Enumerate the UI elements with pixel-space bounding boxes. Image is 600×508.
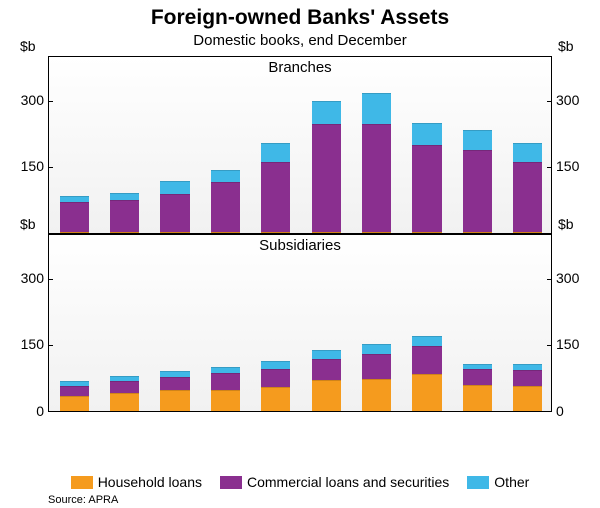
legend-item-other: Other bbox=[467, 472, 529, 492]
bar-commercial bbox=[60, 386, 89, 396]
bar-other bbox=[312, 101, 341, 123]
bar-household bbox=[160, 390, 189, 411]
bar-household bbox=[312, 232, 341, 233]
ytick-label: 150 bbox=[21, 336, 44, 352]
bar-household bbox=[160, 232, 189, 233]
bar-household bbox=[60, 232, 89, 233]
bar-household bbox=[362, 379, 391, 411]
bar-other bbox=[513, 364, 542, 370]
bar-commercial bbox=[211, 182, 240, 232]
bar-commercial bbox=[312, 124, 341, 232]
legend-item-household: Household loans bbox=[71, 472, 202, 492]
bar-household bbox=[513, 232, 542, 233]
bar-commercial bbox=[160, 194, 189, 232]
bar-commercial bbox=[513, 162, 542, 232]
ytick-label: 0 bbox=[36, 403, 44, 419]
bar-other bbox=[412, 123, 441, 145]
axis-unit: $b bbox=[20, 38, 36, 54]
bar-other bbox=[261, 361, 290, 369]
panel-subsidiaries: Subsidiaries20032005200720092011 bbox=[48, 234, 552, 412]
bar-commercial bbox=[312, 359, 341, 380]
legend-label: Commercial loans and securities bbox=[247, 474, 449, 490]
bar-commercial bbox=[211, 373, 240, 390]
bar-household bbox=[261, 232, 290, 233]
bar-household bbox=[362, 232, 391, 233]
bar-commercial bbox=[110, 381, 139, 393]
panel-label: Subsidiaries bbox=[49, 237, 551, 254]
bar-commercial bbox=[261, 162, 290, 232]
bar-household bbox=[60, 396, 89, 411]
ytick-label: 300 bbox=[556, 270, 579, 286]
chart-container: Foreign-owned Banks' Assets Domestic boo… bbox=[0, 0, 600, 508]
ytick-label: 150 bbox=[556, 336, 579, 352]
ytick-label: 300 bbox=[21, 270, 44, 286]
bar-household bbox=[412, 374, 441, 411]
bar-household bbox=[211, 390, 240, 411]
bar-other bbox=[60, 381, 89, 385]
bar-commercial bbox=[60, 202, 89, 232]
panel-label: Branches bbox=[49, 59, 551, 76]
legend-label: Other bbox=[494, 474, 529, 490]
ytick-label: 0 bbox=[556, 403, 564, 419]
legend: Household loans Commercial loans and secu… bbox=[48, 472, 552, 492]
chart-subtitle: Domestic books, end December bbox=[0, 32, 600, 49]
bar-household bbox=[463, 232, 492, 233]
bar-commercial bbox=[362, 354, 391, 379]
bar-other bbox=[463, 130, 492, 150]
chart-title: Foreign-owned Banks' Assets bbox=[0, 0, 600, 30]
bar-household bbox=[312, 380, 341, 411]
bar-household bbox=[110, 393, 139, 411]
bar-commercial bbox=[463, 369, 492, 385]
axis-unit: $b bbox=[20, 216, 36, 232]
bar-other bbox=[211, 170, 240, 182]
bar-other bbox=[362, 344, 391, 354]
source-label: Source: APRA bbox=[48, 494, 118, 506]
bar-household bbox=[110, 232, 139, 233]
bar-commercial bbox=[412, 346, 441, 374]
bar-household bbox=[412, 232, 441, 233]
bar-household bbox=[211, 232, 240, 233]
bar-commercial bbox=[362, 124, 391, 232]
bar-other bbox=[412, 336, 441, 346]
legend-swatch bbox=[220, 476, 242, 489]
legend-swatch bbox=[71, 476, 93, 489]
axis-unit: $b bbox=[558, 38, 574, 54]
bar-household bbox=[513, 386, 542, 411]
bar-other bbox=[110, 193, 139, 200]
bar-commercial bbox=[463, 150, 492, 231]
bar-other bbox=[211, 367, 240, 373]
legend-label: Household loans bbox=[98, 474, 202, 490]
bar-other bbox=[110, 376, 139, 380]
legend-item-commercial: Commercial loans and securities bbox=[220, 472, 449, 492]
panel-branches: Branches bbox=[48, 56, 552, 234]
bar-other bbox=[513, 143, 542, 162]
ytick-label: 150 bbox=[21, 158, 44, 174]
ytick-label: 300 bbox=[556, 92, 579, 108]
bar-household bbox=[261, 387, 290, 411]
bar-other bbox=[362, 93, 391, 124]
legend-swatch bbox=[467, 476, 489, 489]
bar-other bbox=[60, 196, 89, 202]
ytick-label: 300 bbox=[21, 92, 44, 108]
bar-commercial bbox=[110, 200, 139, 232]
bar-other bbox=[312, 350, 341, 359]
bar-commercial bbox=[261, 369, 290, 388]
bar-other bbox=[160, 181, 189, 194]
bar-commercial bbox=[412, 145, 441, 232]
bar-commercial bbox=[160, 377, 189, 390]
bar-other bbox=[160, 371, 189, 376]
bar-commercial bbox=[513, 370, 542, 386]
axis-unit: $b bbox=[558, 216, 574, 232]
bar-other bbox=[463, 364, 492, 369]
bar-other bbox=[261, 143, 290, 162]
bar-household bbox=[463, 385, 492, 411]
ytick-label: 150 bbox=[556, 158, 579, 174]
